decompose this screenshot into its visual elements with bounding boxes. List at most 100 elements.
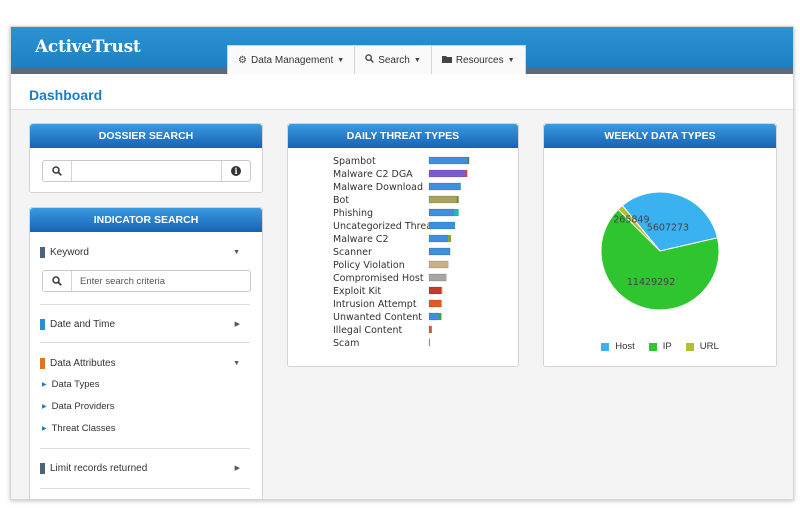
bar-label: Bot (333, 195, 349, 206)
search-icon (365, 54, 375, 66)
bar-secondary[interactable] (453, 209, 459, 216)
bar-primary[interactable] (428, 247, 451, 256)
bar-primary[interactable] (428, 273, 447, 282)
app-window: ActiveTrust ⚙ Data Management ▼ Search ▼… (10, 26, 794, 500)
sub-item-threat-classes[interactable]: ▶ Threat Classes (42, 423, 116, 434)
nav-label: Data Management (250, 54, 334, 66)
pie-slice[interactable] (600, 208, 720, 311)
date-marker (40, 318, 45, 330)
pie-value-label: 5607273 (647, 223, 689, 234)
bar-secondary[interactable] (467, 157, 470, 164)
limit-marker (40, 462, 45, 474)
nav-data-management[interactable]: ⚙ Data Management ▼ (227, 45, 356, 74)
bar-label: Intrusion Attempt (333, 299, 417, 310)
sub-item-label: Data Providers (51, 401, 115, 412)
info-icon: i (231, 166, 241, 176)
caret-right-icon: ▶ (42, 404, 47, 410)
legend-item-ip[interactable]: IP (648, 341, 672, 352)
section-label: Limit records returned (50, 462, 148, 474)
dossier-search-box: i (42, 160, 251, 182)
sub-item-label: Data Types (51, 379, 100, 390)
caret-right-icon: ▶ (234, 465, 240, 472)
nav-label: Resources (455, 54, 504, 66)
keyword-section-toggle[interactable]: Keyword ▼ (40, 244, 250, 260)
bar-primary[interactable] (428, 169, 466, 178)
bar-secondary[interactable] (448, 235, 452, 242)
legend-label: URL (699, 341, 719, 352)
caret-right-icon: ▶ (42, 426, 47, 432)
legend-item-url[interactable]: URL (685, 341, 719, 352)
attributes-marker (40, 357, 45, 369)
bar-primary[interactable] (428, 286, 442, 295)
bar-primary[interactable] (428, 260, 449, 269)
nav-search[interactable]: Search ▼ (354, 45, 432, 74)
bar-label: Policy Violation (333, 260, 405, 271)
bar-secondary[interactable] (465, 170, 468, 177)
section-label: Date and Time (50, 318, 116, 330)
section-label: Data Attributes (50, 357, 116, 369)
info-button[interactable]: i (221, 161, 250, 181)
bar-primary[interactable] (428, 312, 439, 321)
bar-label: Illegal Content (333, 325, 402, 336)
caret-down-icon: ▼ (507, 56, 515, 64)
pie-value-label: 265849 (613, 215, 649, 226)
weekly-data-types-panel: WEEKLY DATA TYPES 5607273 11429292 265849 … (543, 123, 777, 367)
bar-primary[interactable] (428, 208, 455, 217)
legend-item-host[interactable]: Host (601, 341, 635, 352)
weekly-data-pie-chart: 5607273 11429292 265849 (600, 191, 720, 311)
limit-records-section-toggle[interactable]: Limit records returned ▶ (40, 460, 250, 476)
search-icon (43, 271, 72, 291)
pie-slice[interactable] (617, 204, 661, 252)
bar-label: Scanner (333, 247, 372, 258)
keyword-search-input[interactable] (72, 271, 250, 291)
divider (40, 304, 250, 305)
bar-label: Malware Download (333, 182, 423, 193)
legend-swatch (648, 342, 657, 351)
caret-down-icon: ▼ (233, 248, 240, 256)
caret-down-icon: ▼ (413, 56, 421, 64)
bar-primary[interactable] (428, 156, 468, 165)
panel-title: WEEKLY DATA TYPES (544, 124, 776, 148)
data-attributes-section-toggle[interactable]: Data Attributes ▼ (40, 355, 250, 371)
pie-legend: Host IP URL (544, 341, 776, 352)
bar-secondary[interactable] (441, 287, 443, 294)
dossier-search-input[interactable] (72, 161, 221, 181)
legend-label: Host (615, 341, 635, 352)
bar-label: Unwanted Content (333, 312, 422, 323)
legend-swatch (685, 342, 694, 351)
bar-label: Exploit Kit (333, 286, 381, 297)
page-title: Dashboard (29, 87, 103, 103)
bar-primary[interactable] (428, 338, 431, 347)
bar-secondary[interactable] (456, 196, 459, 203)
bar-label: Phishing (333, 208, 373, 219)
legend-label: IP (662, 341, 672, 352)
divider (40, 488, 250, 489)
bar-primary[interactable] (428, 221, 456, 230)
pie-slice[interactable] (621, 191, 719, 252)
divider (40, 342, 250, 343)
bar-primary[interactable] (428, 299, 442, 308)
bar-secondary[interactable] (438, 313, 442, 320)
bar-secondary[interactable] (430, 326, 432, 333)
bar-primary[interactable] (428, 325, 432, 334)
nav-resources[interactable]: Resources ▼ (430, 45, 526, 74)
page-header: Dashboard (11, 74, 793, 110)
sub-item-data-providers[interactable]: ▶ Data Providers (42, 401, 114, 412)
daily-threat-types-panel: DAILY THREAT TYPES Spambot Malware C2 DGA… (287, 123, 519, 367)
section-label: Keyword (50, 246, 89, 258)
bar-label: Scam (333, 338, 359, 349)
dossier-search-panel: DOSSIER SEARCH i (29, 123, 263, 193)
bar-primary[interactable] (428, 234, 449, 243)
bar-primary[interactable] (428, 195, 458, 204)
sub-item-label: Threat Classes (51, 423, 116, 434)
folder-icon (441, 55, 452, 66)
sub-item-data-types[interactable]: ▶ Data Types (42, 379, 100, 390)
legend-swatch (601, 342, 610, 351)
indicator-search-panel: INDICATOR SEARCH Keyword ▼ Date and Time… (29, 207, 263, 499)
bar-label: Malware C2 DGA (333, 169, 413, 180)
bar-primary[interactable] (428, 182, 461, 191)
search-icon (43, 161, 72, 181)
bar-label: Spambot (333, 156, 376, 167)
date-time-section-toggle[interactable]: Date and Time ▶ (40, 316, 250, 332)
brand-logo: ActiveTrust (35, 37, 141, 57)
